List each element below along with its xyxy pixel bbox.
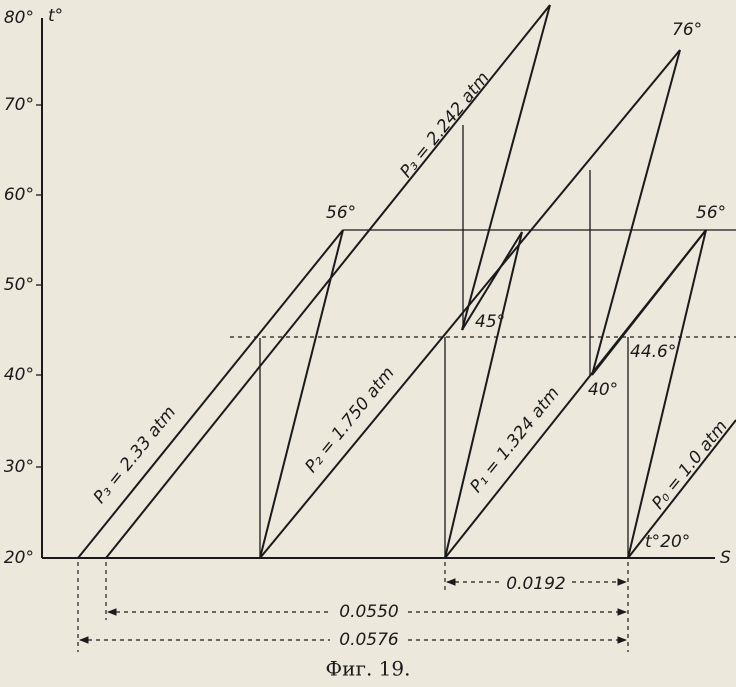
line-label: P₂ = 1.750 atm: [301, 363, 398, 476]
y-tick-label: 40°: [4, 365, 34, 385]
y-tick-label: 70°: [4, 95, 34, 115]
dimension-label: 0.0576: [339, 630, 399, 650]
line-label: P₀ = 1.0 atm: [648, 417, 732, 514]
point-label: 45°: [475, 312, 505, 332]
process-lines: [77, 4, 736, 559]
line-label: P₁ = 1.324 atm: [466, 383, 563, 496]
point-label: 44.6°: [630, 342, 676, 362]
axes: t° S 80° 70° 60° 50° 40° 30° 20°: [4, 6, 731, 568]
point-label: 40°: [588, 380, 618, 400]
caption: Фиг. 19.: [326, 657, 411, 681]
y-tick-label: 50°: [4, 275, 34, 295]
y-axis-label: t°: [48, 6, 63, 26]
line-label: P₃ = 2.33 atm: [90, 402, 180, 507]
y-tick-label: 20°: [4, 548, 34, 568]
point-label: t°20°: [645, 532, 690, 552]
dimensions: 0.0192 0.0550 0.0576: [77, 562, 629, 652]
y-tick-label: 60°: [4, 185, 34, 205]
x-axis-label: S: [720, 548, 731, 568]
point-label: 56°: [326, 203, 356, 223]
point-label: 76°: [672, 20, 702, 40]
y-tick-label: 80°: [4, 8, 34, 28]
line-label: P₃ = 2.242 atm: [396, 68, 493, 181]
dimension-label: 0.0192: [506, 574, 565, 594]
point-labels: 56° 76° 56° 45° 40° 44.6° t°20°: [326, 20, 726, 552]
dimension-label: 0.0550: [339, 602, 398, 622]
point-label: 56°: [696, 203, 726, 223]
y-tick-label: 30°: [4, 457, 34, 477]
line-labels: P₃ = 2.33 atm P₃ = 2.242 atm P₂ = 1.750 …: [90, 68, 732, 513]
